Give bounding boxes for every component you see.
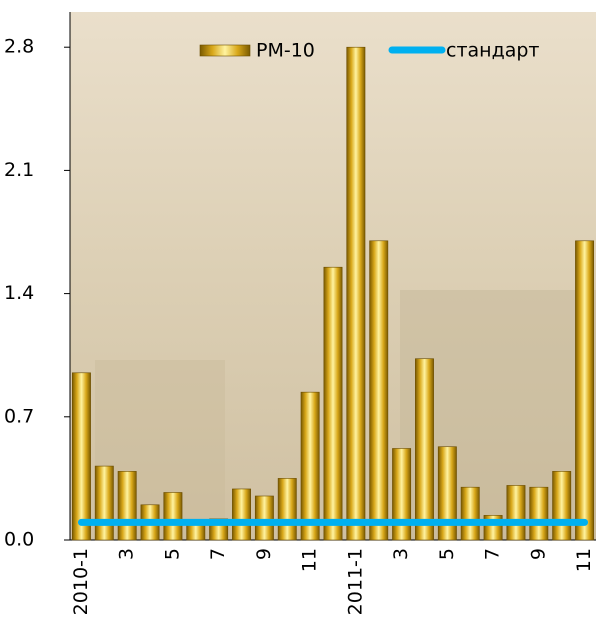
bar [94, 465, 114, 541]
legend-swatch [199, 44, 251, 57]
bar [460, 486, 480, 541]
x-tick-label: 5 [161, 548, 183, 560]
x-tick-label: 11 [299, 548, 321, 572]
x-tick-label: 7 [207, 548, 229, 560]
bar [71, 372, 91, 541]
bar [254, 495, 274, 541]
x-tick-label: 3 [116, 548, 138, 560]
legend-label: стандарт [446, 40, 540, 62]
x-tick-label: 7 [482, 548, 504, 560]
x-tick-label: 3 [390, 548, 412, 560]
x-tick-label: 5 [436, 548, 458, 560]
x-tick-label: 9 [253, 548, 275, 560]
bar [232, 488, 251, 541]
bar [506, 485, 526, 541]
bar [392, 448, 412, 541]
bar [529, 486, 549, 541]
bar [437, 446, 457, 541]
bar [369, 240, 389, 541]
bar [277, 478, 297, 541]
legend-label: PM-10 [256, 40, 315, 62]
x-tick-label: 9 [527, 548, 549, 560]
y-tick-label: 2.1 [4, 159, 34, 181]
background-building [95, 360, 225, 540]
bar [415, 358, 434, 541]
bar [163, 492, 183, 541]
y-tick-label: 2.8 [4, 36, 34, 58]
bar [300, 391, 320, 541]
bar [323, 266, 343, 541]
bar [346, 46, 366, 541]
x-tick-label: 2010-1 [70, 548, 92, 615]
bar [117, 471, 137, 541]
y-tick-label: 0.7 [4, 405, 34, 427]
y-tick-label: 1.4 [4, 282, 34, 304]
bar [552, 471, 572, 541]
bar [575, 240, 595, 541]
x-tick-label: 2011-1 [344, 548, 366, 615]
y-tick-label: 0.0 [4, 529, 34, 551]
x-tick-label: 11 [573, 548, 595, 572]
